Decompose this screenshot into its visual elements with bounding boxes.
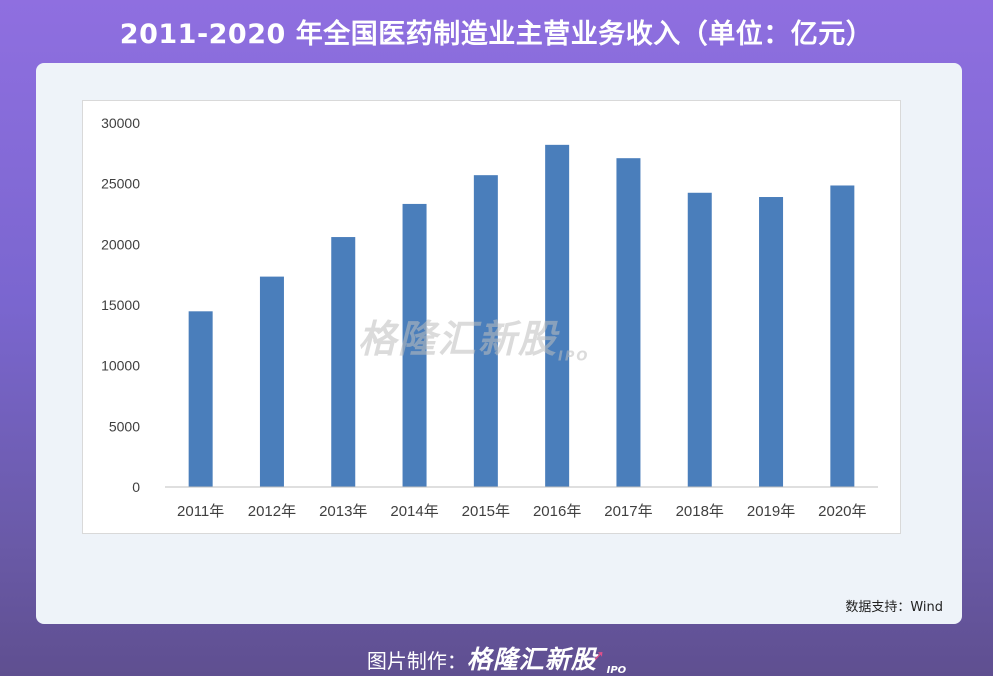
image-credit: 图片制作：格隆汇新股➚IPO xyxy=(0,640,993,676)
y-tick-label: 20000 xyxy=(101,236,140,252)
x-tick-label: 2014年 xyxy=(390,503,438,520)
bar xyxy=(331,237,356,487)
bar xyxy=(259,276,284,487)
bar-series xyxy=(188,144,855,488)
source-note: 数据支持：Wind xyxy=(845,600,943,615)
bar xyxy=(402,203,427,488)
watermark-ipo: IPO xyxy=(558,349,590,365)
x-tick-label: 2016年 xyxy=(533,503,581,520)
x-tick-label: 2012年 xyxy=(248,503,296,520)
chart-area: 0 5000 10000 15000 20000 25000 30000 2011年 2012… xyxy=(82,100,901,534)
y-tick-label: 5000 xyxy=(109,418,140,434)
y-axis: 0 5000 10000 15000 20000 25000 30000 xyxy=(101,115,140,495)
chart-title: 2011-2020 年全国医药制造业主营业务收入（单位：亿元） xyxy=(119,19,874,50)
x-tick-label: 2020年 xyxy=(818,503,866,520)
credit-ipo: IPO xyxy=(606,665,627,676)
x-tick-label: 2018年 xyxy=(676,503,724,520)
watermark: 格隆汇新股IPO xyxy=(358,308,589,365)
x-tick-label: 2011年 xyxy=(177,503,224,520)
y-tick-label: 0 xyxy=(132,479,140,495)
bar xyxy=(473,175,498,487)
x-axis: 2011年 2012年 2013年 2014年 2015年 2016年 2017年 2018年… xyxy=(177,503,867,520)
x-tick-label: 2015年 xyxy=(462,503,510,520)
bar xyxy=(687,192,712,487)
arrow-up-icon: ➚ xyxy=(592,648,605,665)
y-tick-label: 30000 xyxy=(101,115,140,131)
credit-brand-logo: 格隆汇新股 xyxy=(466,645,597,674)
bar-chart: 0 5000 10000 15000 20000 25000 30000 2011年 2012… xyxy=(101,115,878,520)
x-tick-label: 2017年 xyxy=(604,503,652,520)
y-tick-label: 25000 xyxy=(101,176,140,192)
bar xyxy=(616,158,641,487)
bar xyxy=(759,197,784,487)
x-tick-label: 2019年 xyxy=(747,503,795,520)
bar xyxy=(545,144,570,487)
y-tick-label: 15000 xyxy=(101,297,140,313)
bar xyxy=(188,311,213,487)
y-tick-label: 10000 xyxy=(101,358,140,374)
bar xyxy=(830,185,855,487)
x-tick-label: 2013年 xyxy=(319,503,367,520)
watermark-brand: 格隆汇新股 xyxy=(358,317,559,361)
credit-label: 图片制作： xyxy=(366,649,467,673)
